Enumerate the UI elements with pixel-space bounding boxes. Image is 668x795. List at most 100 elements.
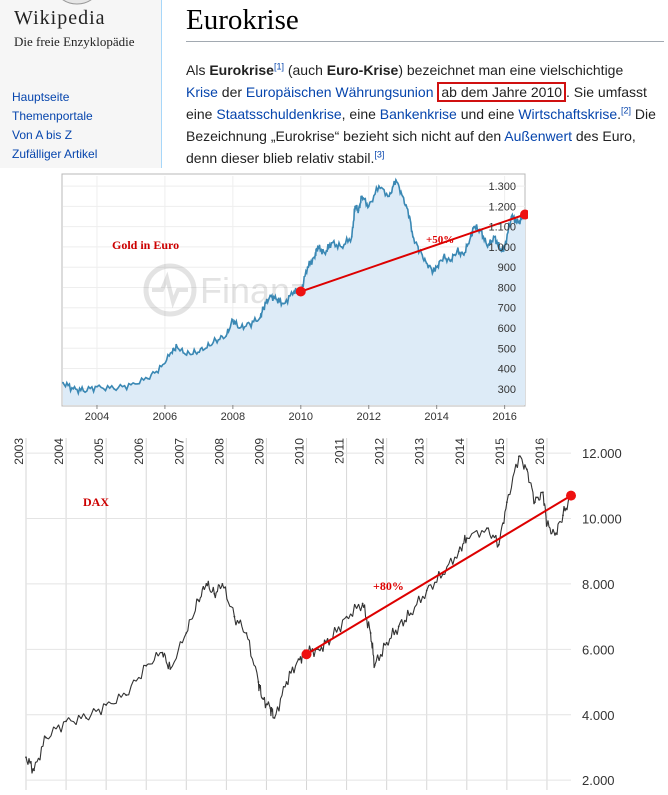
gold-data-point	[306, 266, 309, 269]
dax-data-point	[425, 589, 428, 592]
highlighted-phrase: ab dem Jahre 2010	[437, 82, 567, 102]
wikipedia-globe-icon[interactable]	[50, 0, 104, 6]
link-krise[interactable]: Krise	[186, 84, 218, 100]
gold-data-point	[361, 195, 363, 198]
link-aussenwert[interactable]: Außenwert	[504, 128, 572, 144]
gold-data-point	[367, 205, 370, 208]
gold-x-axis: 2004 2006 2008 2010 2012 2014 2016	[85, 405, 517, 423]
gold-data-point	[282, 302, 285, 305]
gold-data-point	[170, 351, 173, 354]
gold-data-point	[231, 318, 234, 321]
gold-data-point	[259, 316, 261, 319]
wiki-sidebar: Wikipedia Die freie Enzyklopädie Hauptse…	[0, 0, 162, 168]
link-wirtschaftskrise[interactable]: Wirtschaftskrise	[518, 106, 618, 122]
gold-data-point	[214, 339, 217, 342]
gold-data-point	[330, 241, 333, 244]
gold-data-point	[473, 225, 475, 228]
text-segment: des Euro, denn dieser blieb relativ stab…	[186, 128, 636, 166]
dax-data-point	[25, 756, 27, 759]
dax-data-point	[505, 501, 508, 504]
nav-link-themenportale[interactable]: Themenportale	[12, 109, 93, 123]
gold-y-tick-label: 700	[498, 303, 516, 315]
dax-data-point	[257, 681, 260, 683]
link-bankenkrise[interactable]: Bankenkrise	[379, 106, 457, 122]
gold-data-point	[225, 335, 227, 337]
gold-y-tick-label: 1.000	[488, 242, 516, 254]
gold-trend-line	[300, 213, 526, 293]
dax-data-point	[269, 707, 272, 710]
wikipedia-logo-text[interactable]: Wikipedia	[14, 7, 106, 29]
gold-x-tick-label: 2016	[492, 411, 516, 423]
gold-data-point	[293, 290, 295, 293]
dax-trend-line	[306, 494, 572, 656]
gold-x-tick-label: 2012	[356, 411, 380, 423]
nav-link-von-a-bis-z[interactable]: Von A bis Z	[12, 128, 73, 142]
gold-data-point	[96, 385, 98, 388]
dax-data-point	[497, 543, 500, 546]
dax-data-point	[345, 615, 348, 618]
dax-data-point	[534, 501, 536, 504]
dax-x-tick-label: 2008	[212, 438, 226, 465]
dax-data-point	[233, 615, 236, 618]
link-staatsschuldenkrise[interactable]: Staatsschuldenkrise	[216, 106, 342, 122]
dax-chart-title: DAX	[83, 495, 109, 509]
gold-x-tick-label: 2014	[424, 411, 448, 423]
dax-data-point	[245, 632, 248, 634]
dax-y-tick-label: 4.000	[582, 708, 615, 723]
bold-term-eurokrise: Eurokrise	[209, 62, 274, 78]
dax-data-point	[197, 599, 200, 602]
gold-data-point	[442, 256, 445, 258]
gold-data-point	[269, 294, 272, 297]
dax-gridlines	[25, 438, 571, 790]
gold-data-point	[401, 195, 404, 198]
gold-trend-label: +50%	[426, 234, 454, 246]
footnote-1[interactable]: [1]	[273, 61, 284, 72]
dax-y-tick-label: 12.000	[582, 446, 622, 461]
dax-y-tick-label: 6.000	[582, 642, 615, 657]
dax-points	[25, 455, 572, 772]
gold-data-point	[340, 246, 343, 248]
gold-data-point	[147, 377, 149, 380]
dax-data-point	[145, 664, 148, 667]
dax-trend-label: +80%	[373, 579, 404, 593]
gold-chart-title: Gold in Euro	[112, 238, 179, 252]
dax-x-tick-label: 2014	[453, 438, 467, 465]
text-segment: Als	[186, 62, 210, 78]
nav-link-zufaelliger-artikel[interactable]: Zufälliger Artikel	[12, 147, 98, 161]
gold-data-point	[486, 246, 489, 248]
text-segment: .	[617, 106, 622, 122]
gold-data-point	[425, 262, 428, 265]
link-europaeische-waehrungsunion[interactable]: Europäischen Währungsunion	[245, 84, 434, 100]
gold-data-point	[357, 209, 360, 212]
dax-data-point	[125, 694, 128, 697]
gold-data-point	[238, 327, 241, 329]
gold-trend-end-marker	[520, 209, 528, 220]
gold-data-point	[411, 235, 414, 238]
dax-data-point	[205, 583, 208, 585]
gold-y-tick-label: 1.200	[488, 201, 516, 213]
dax-data-point	[562, 514, 564, 517]
gold-y-tick-label: 1.300	[488, 181, 516, 193]
dax-series-line	[25, 455, 572, 774]
dax-x-tick-label: 2016	[533, 438, 547, 465]
footnote-3[interactable]: [3]	[374, 149, 385, 160]
dax-data-point	[33, 769, 35, 772]
footnote-2[interactable]: [2]	[621, 105, 632, 116]
dax-data-point	[161, 651, 164, 654]
dax-data-point	[554, 533, 556, 536]
gold-data-point	[408, 215, 411, 218]
dax-data-point	[542, 491, 544, 494]
gold-data-point	[316, 246, 319, 248]
gold-data-point	[388, 195, 391, 198]
dax-data-point	[526, 468, 528, 471]
dax-x-tick-label: 2009	[252, 438, 266, 465]
dax-data-point	[213, 592, 216, 595]
dax-data-point	[373, 664, 376, 667]
dax-data-point	[397, 625, 400, 628]
title-divider	[186, 41, 664, 42]
gold-data-point	[204, 347, 207, 350]
gold-y-tick-label: 500	[498, 343, 516, 355]
nav-link-hauptseite[interactable]: Hauptseite	[12, 90, 70, 104]
gold-data-point	[82, 389, 85, 392]
text-segment: Die Bezeichnung „Eurokrise“ bezieht sich…	[186, 106, 656, 144]
